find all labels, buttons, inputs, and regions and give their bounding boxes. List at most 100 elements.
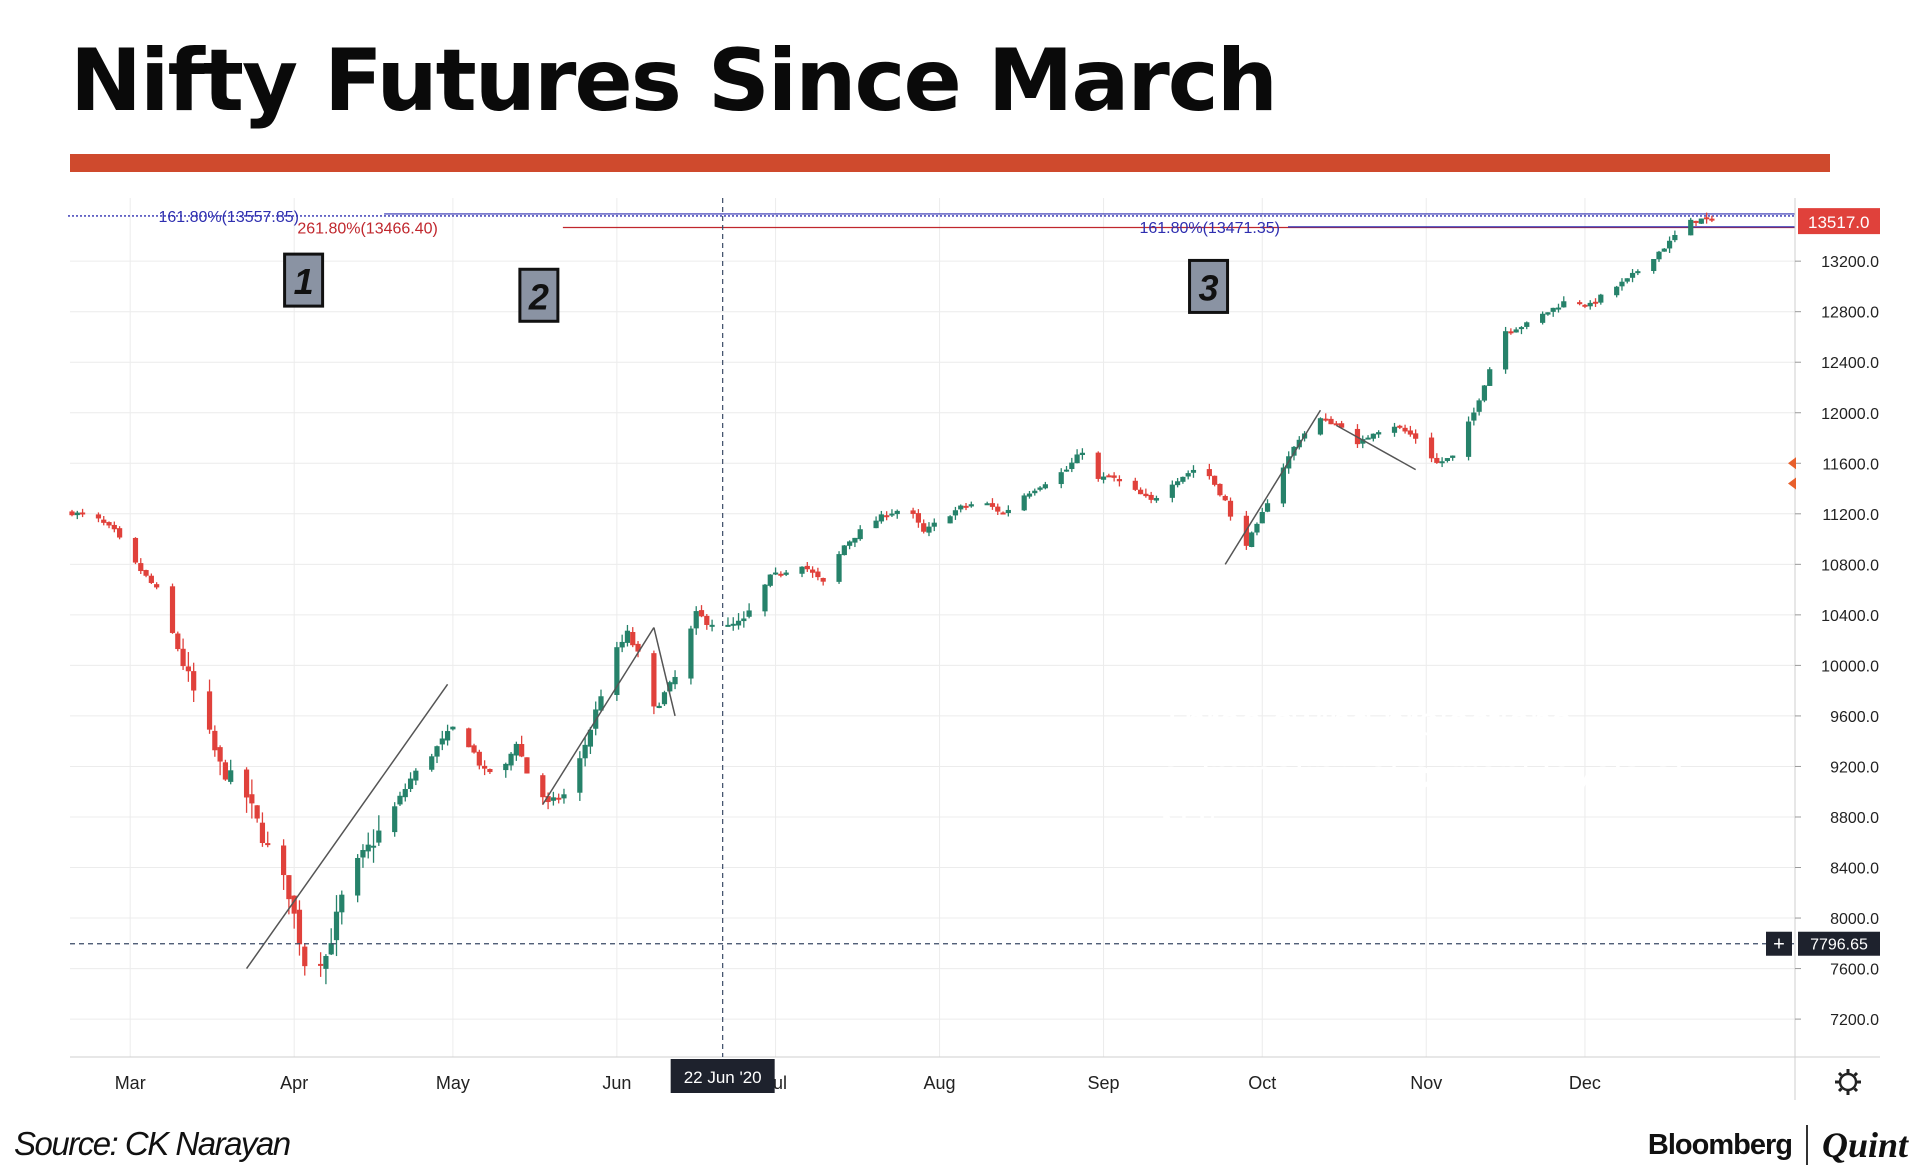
candle-body — [741, 618, 747, 622]
settings-icon[interactable] — [1835, 1069, 1861, 1095]
candle-body — [1672, 235, 1678, 241]
candle-body — [841, 545, 847, 556]
candle-body — [180, 648, 186, 667]
candle-body — [582, 744, 588, 759]
alert-marker-icon — [1788, 457, 1796, 470]
candle-body — [296, 909, 303, 945]
candle-body — [1185, 473, 1191, 477]
candle-body — [1254, 523, 1260, 533]
candle-body — [1434, 457, 1440, 463]
candle-body — [810, 569, 816, 573]
candle-body — [1465, 421, 1472, 457]
swing-line — [1335, 424, 1417, 471]
candle-body — [1132, 480, 1138, 490]
candle-body — [148, 575, 154, 583]
candle-body — [624, 630, 631, 643]
candle-body — [1079, 452, 1085, 455]
candle-body — [1169, 484, 1175, 498]
candle-body — [1333, 423, 1339, 426]
candle-body — [667, 682, 673, 692]
candle-body — [1074, 454, 1080, 464]
candle-body — [106, 522, 112, 526]
candle-body — [1058, 472, 1064, 485]
candle-body — [323, 955, 329, 969]
candle-body — [471, 745, 477, 753]
candle-body — [630, 632, 636, 646]
fib-level-label: 261.80%(13466.40) — [297, 221, 438, 238]
candle-body — [355, 857, 361, 896]
candlestick-chart[interactable]: 161.80%(13557.85)261.80%(13466.40) 161.80… — [0, 0, 1920, 1100]
candle-body — [407, 778, 414, 789]
candle-body — [1614, 286, 1620, 296]
candle-body — [286, 875, 292, 900]
candle-body — [804, 565, 810, 570]
candle-body — [947, 516, 953, 524]
candle-body — [963, 505, 969, 508]
fib-level-label: 161.80%(13471.35) — [1139, 220, 1280, 237]
candle-body — [746, 610, 752, 617]
candle-body — [1513, 329, 1519, 333]
candle-body — [1397, 425, 1403, 428]
candle-body — [508, 753, 514, 766]
candle-body — [847, 541, 853, 546]
candle-body — [1280, 467, 1287, 504]
candle-body — [1137, 489, 1144, 495]
candle-body — [191, 671, 197, 691]
candle-body — [476, 751, 482, 766]
candle-body — [614, 647, 620, 696]
brand-logo-left: Bloomberg — [1647, 1128, 1793, 1161]
candle-body — [1481, 385, 1488, 401]
candle-body — [952, 510, 959, 516]
candle-body — [1624, 278, 1630, 282]
y-tick-label: 11200.0 — [1822, 507, 1879, 524]
crosshair-plus-box — [1766, 931, 1792, 956]
candle-body — [1190, 469, 1197, 473]
candle-body — [228, 770, 234, 782]
candle-body — [513, 743, 519, 756]
crosshair-price-box — [1798, 931, 1880, 956]
y-tick-label: 10000.0 — [1821, 658, 1879, 675]
candle-body — [725, 624, 731, 627]
last-price-box — [1798, 208, 1880, 235]
y-tick-label: 8800.0 — [1830, 810, 1879, 827]
candle-body — [1153, 498, 1160, 501]
candle-body — [444, 731, 451, 741]
candle-body — [820, 577, 826, 582]
candle-body — [1502, 331, 1509, 370]
candle-body — [878, 514, 884, 522]
candle-body — [79, 512, 86, 515]
candle-body — [519, 744, 525, 757]
y-tick-label: 13200.0 — [1821, 254, 1879, 271]
candle-body — [1428, 437, 1435, 459]
y-tick-label: 12800.0 — [1821, 305, 1879, 322]
candle-body — [318, 963, 324, 966]
candle-body — [561, 794, 567, 799]
candle-body — [212, 730, 218, 751]
swing-label-text: 1 — [294, 261, 314, 302]
candle-body — [1577, 302, 1583, 305]
candle-body — [672, 676, 678, 685]
y-tick-label: 9600.0 — [1830, 709, 1879, 726]
x-tick-label: Aug — [924, 1073, 956, 1093]
candle-body — [1688, 219, 1694, 236]
candle-body — [503, 763, 509, 771]
candle-body — [926, 526, 932, 533]
candle-body — [222, 762, 229, 780]
candle-body — [1111, 475, 1117, 478]
candle-body — [587, 729, 594, 747]
candle-body — [1407, 430, 1413, 435]
candle-body — [69, 511, 75, 516]
candle-body — [1005, 509, 1011, 514]
swing-label-text: 2 — [528, 276, 549, 317]
candle-body — [767, 574, 773, 586]
swing-label-2: 2 — [518, 267, 560, 323]
crosshair: 22 Jun '20 + 7796.65 — [70, 198, 1880, 1093]
candle-body — [1360, 439, 1366, 444]
candle-body — [894, 510, 900, 515]
candle-body — [1444, 458, 1450, 461]
annotation-callout: Three swing projections culminating at c… — [1160, 700, 1685, 850]
candle-body — [1212, 475, 1218, 485]
candle-body — [778, 573, 784, 576]
candle-body — [1661, 248, 1667, 252]
candle-body — [852, 537, 858, 543]
